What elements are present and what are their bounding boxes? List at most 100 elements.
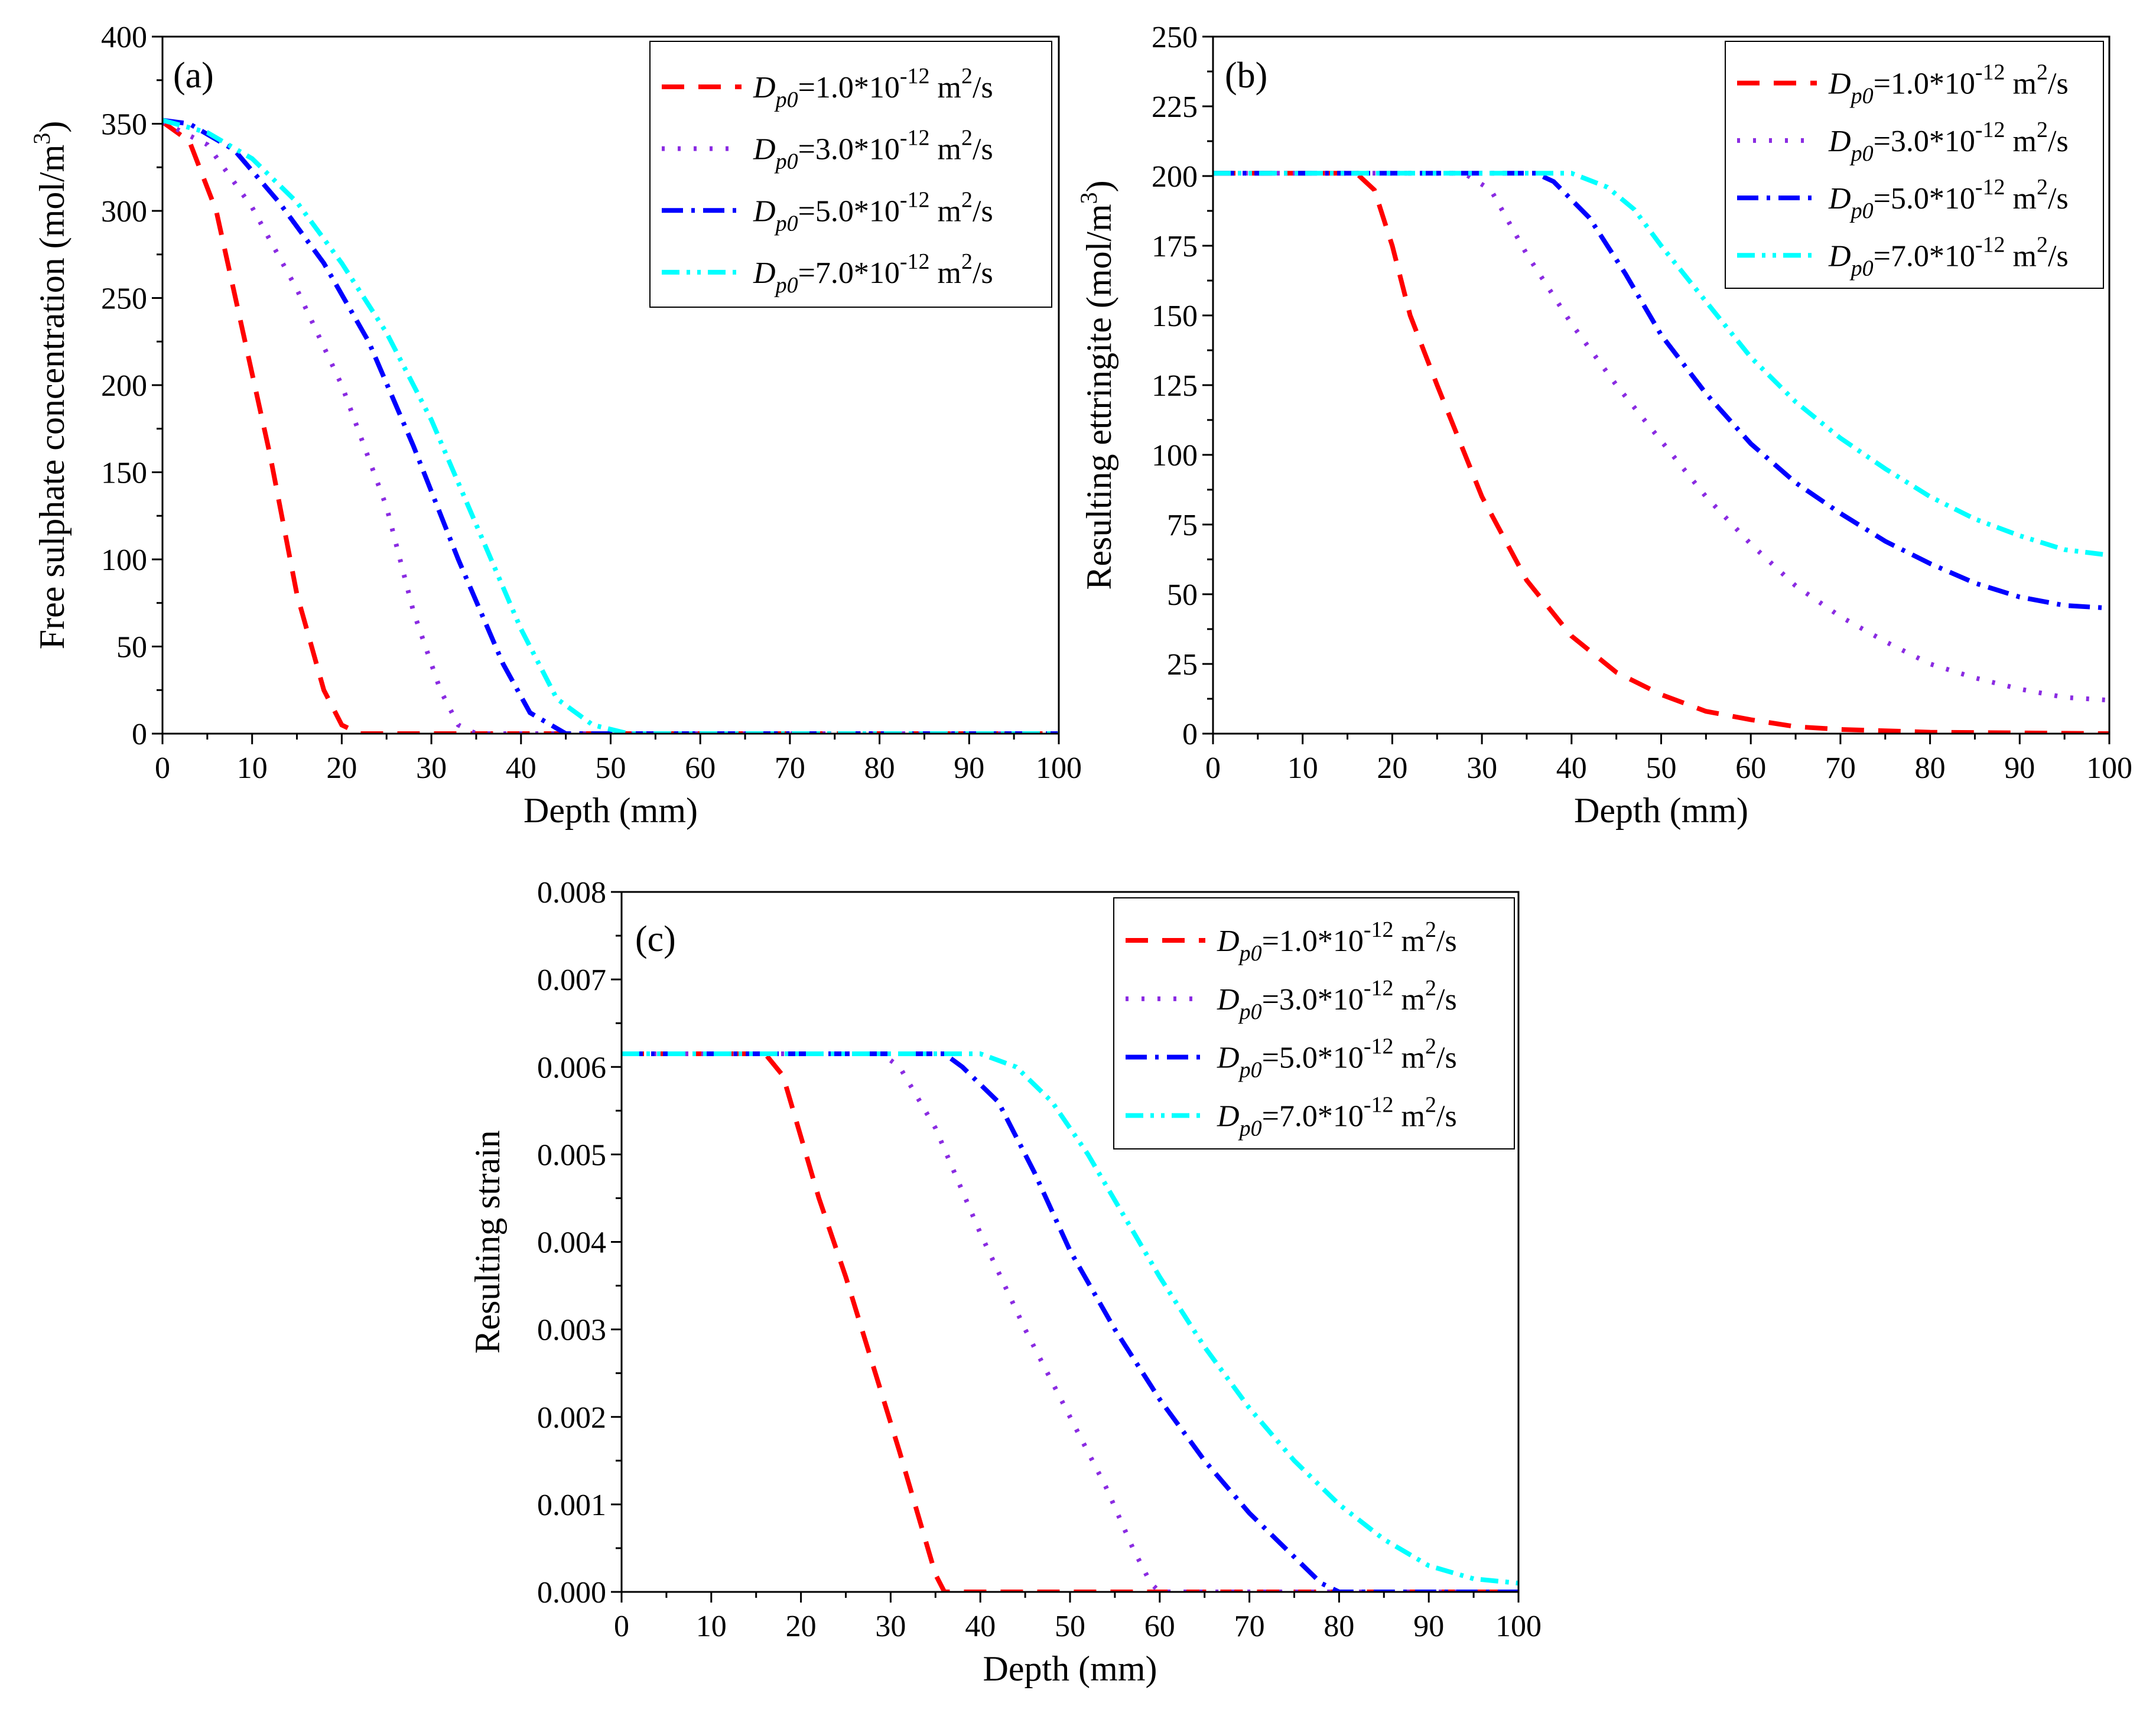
legend-unit: m (2005, 67, 2037, 101)
x-axis-label-text: Depth (mm) (523, 791, 698, 830)
x-tick-label: 100 (1036, 751, 1082, 785)
series-line-2 (622, 1051, 1518, 1592)
legend-exponent: -12 (1364, 976, 1394, 1001)
y-tick-label: 0 (1182, 718, 1198, 751)
legend-exponent: -12 (900, 64, 930, 89)
legend-label-3: Dp0=5.0*10-12 m2/s (1828, 175, 2069, 223)
x-tick-label: 50 (1055, 1610, 1085, 1643)
x-tick-label: 10 (237, 751, 268, 785)
x-tick-label: 20 (786, 1610, 817, 1643)
legend-label-2: Dp0=3.0*10-12 m2/s (1217, 976, 1457, 1024)
x-tick-label: 90 (954, 751, 984, 785)
legend-value: =1.0*10 (798, 71, 900, 105)
x-tick-label: 80 (1915, 751, 1946, 785)
y-tick-label: 0.002 (537, 1401, 606, 1435)
y-tick-label: 400 (101, 21, 147, 54)
legend-label-1: Dp0=1.0*10-12 m2/s (1217, 917, 1457, 966)
y-tick-label: 100 (1152, 439, 1198, 473)
x-tick-label: 100 (1495, 1610, 1542, 1643)
legend-value: =7.0*10 (798, 256, 900, 290)
x-tick-label: 10 (696, 1610, 727, 1643)
legend-unit-sup: 2 (961, 187, 973, 212)
legend-unit-sup: 2 (1425, 1093, 1436, 1118)
legend-unit-sup: 2 (1425, 1034, 1436, 1059)
x-tick-label: 30 (1466, 751, 1497, 785)
y-tick-label: 0.004 (537, 1226, 606, 1260)
panel-label: (b) (1225, 56, 1267, 96)
y-tick-label: 200 (101, 369, 147, 403)
y-axis-label-main: Resulting strain (468, 1130, 507, 1353)
legend-exponent: -12 (900, 126, 930, 151)
legend-symbol: D (1217, 1041, 1240, 1075)
legend-unit-tail: /s (1436, 1041, 1457, 1075)
legend-subscript: p0 (1849, 198, 1874, 223)
legend-symbol: D (1217, 1100, 1240, 1134)
y-tick-label: 150 (101, 457, 147, 490)
panel-label-text: (a) (173, 56, 214, 96)
legend-unit-sup: 2 (1425, 917, 1436, 942)
legend-exponent: -12 (1364, 1034, 1394, 1059)
series-line-1 (622, 1051, 1518, 1592)
series-line-1 (1213, 171, 2109, 734)
legend-subscript: p0 (1238, 941, 1262, 966)
y-tick-label: 0 (132, 718, 147, 751)
legend-unit: m (2005, 239, 2037, 273)
legend-unit: m (2005, 125, 2037, 158)
legend-subscript: p0 (774, 149, 798, 174)
y-tick-label: 0.003 (537, 1314, 606, 1347)
chart-panel-a: 0 10 20 30 40 50 60 70 80 90 100 0 50 100 150 200 250 300… (28, 21, 1082, 830)
x-tick-label: 40 (1556, 751, 1587, 785)
legend-unit-sup: 2 (2037, 175, 2048, 200)
x-tick-label: 90 (1413, 1610, 1444, 1643)
x-axis-label-text: Depth (mm) (983, 1649, 1157, 1688)
legend-symbol: D (753, 133, 776, 167)
y-tick-label: 50 (1167, 578, 1198, 612)
legend-unit-tail: /s (1436, 1100, 1457, 1134)
y-tick-label: 75 (1167, 509, 1198, 542)
x-tick-label: 60 (1144, 1610, 1175, 1643)
x-tick-label: 70 (1825, 751, 1856, 785)
legend-exponent: -12 (1975, 232, 2005, 257)
legend-subscript: p0 (774, 273, 798, 298)
y-tick-label: 225 (1152, 90, 1198, 124)
legend-symbol: D (1828, 125, 1851, 158)
legend-subscript: p0 (774, 211, 798, 236)
legend-subscript: p0 (1849, 141, 1874, 166)
chart-panel-b: 0 10 20 30 40 50 60 70 80 90 100 0 25 50 75 100 125 150 17… (1075, 21, 2132, 830)
legend-subscript: p0 (1238, 1058, 1262, 1083)
legend-unit-sup: 2 (2037, 232, 2048, 257)
legend-label-1: Dp0=1.0*10-12 m2/s (1828, 60, 2069, 109)
legend-value: =5.0*10 (1262, 1041, 1364, 1075)
legend-symbol: D (1828, 182, 1851, 216)
y-tick-label: 0.000 (537, 1576, 606, 1610)
legend-unit: m (930, 194, 961, 228)
x-tick-label: 80 (1323, 1610, 1354, 1643)
legend-label-2: Dp0=3.0*10-12 m2/s (1828, 118, 2069, 166)
chart-panel-c: 0 10 20 30 40 50 60 70 80 90 100 0.000 0.001 0.002 0.0… (468, 876, 1542, 1688)
legend-value: =7.0*10 (1874, 239, 1975, 273)
legend-label-3: Dp0=5.0*10-12 m2/s (753, 187, 993, 236)
legend-unit: m (2005, 182, 2037, 216)
legend-unit-tail: /s (2048, 182, 2069, 216)
legend-unit: m (930, 256, 961, 290)
series-line-4 (1213, 171, 2109, 558)
legend-value: =7.0*10 (1262, 1100, 1364, 1134)
panel-label: (a) (173, 56, 214, 96)
legend-value: =5.0*10 (798, 194, 900, 228)
legend-symbol: D (1828, 67, 1851, 101)
x-tick-label: 0 (614, 1610, 629, 1643)
y-tick-label: 25 (1167, 648, 1198, 682)
y-axis-label-main: Resulting ettringite (mol/m (1079, 204, 1118, 590)
y-tick-label: 0.007 (537, 963, 606, 997)
x-axis-label: Depth (mm) (983, 1649, 1157, 1688)
y-tick-label: 0.008 (537, 876, 606, 910)
legend-unit-tail: /s (1436, 983, 1457, 1017)
y-tick-label: 250 (101, 282, 147, 316)
legend-unit: m (930, 133, 961, 167)
legend-value: =3.0*10 (1874, 125, 1975, 158)
legend-symbol: D (1217, 924, 1240, 958)
legend-unit-tail: /s (973, 256, 993, 290)
legend-unit: m (1394, 1100, 1425, 1134)
legend-value: =1.0*10 (1262, 924, 1364, 958)
